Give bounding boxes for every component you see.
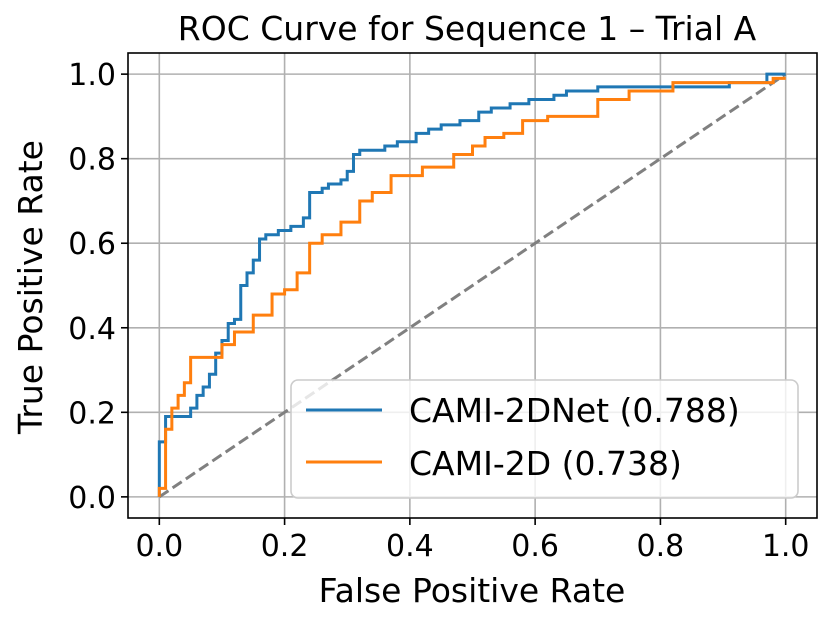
y-tick-label: 0.0 <box>68 481 116 516</box>
y-tick-label: 0.8 <box>68 143 116 178</box>
legend-box <box>290 379 799 499</box>
series-line-cami-2dnet <box>157 72 786 497</box>
legend: CAMI-2DNet (0.788) CAMI-2D (0.738) <box>290 379 799 499</box>
x-tick-label: 0.4 <box>386 529 434 564</box>
y-axis-label: True Positive Rate <box>11 140 50 435</box>
series-line-cami-2d <box>157 76 786 497</box>
chance-line <box>158 72 787 499</box>
series-layer <box>157 72 787 499</box>
x-axis-label: False Positive Rate <box>319 571 626 610</box>
x-tick-label: 0.6 <box>511 529 559 564</box>
y-tick-label: 1.0 <box>68 58 116 93</box>
ticks: 0.0 0.2 0.4 0.6 0.8 1.0 0.0 0.2 0.4 0.6 0.8 1.0 <box>68 58 809 564</box>
legend-label-cami-2d: CAMI-2D (0.738) <box>409 444 682 483</box>
plot-frame <box>127 52 818 519</box>
x-tick-label: 1.0 <box>762 529 810 564</box>
x-tick-label: 0.8 <box>637 529 685 564</box>
x-tick-label: 0.2 <box>261 529 309 564</box>
x-tick-label: 0.0 <box>135 529 183 564</box>
y-tick-label: 0.2 <box>68 396 116 431</box>
legend-label-cami-2dnet: CAMI-2DNet (0.788) <box>409 391 740 430</box>
grid <box>128 53 817 518</box>
chart-title: ROC Curve for Sequence 1 – Trial A <box>178 9 757 48</box>
y-tick-label: 0.4 <box>68 312 116 347</box>
y-tick-label: 0.6 <box>68 227 116 262</box>
